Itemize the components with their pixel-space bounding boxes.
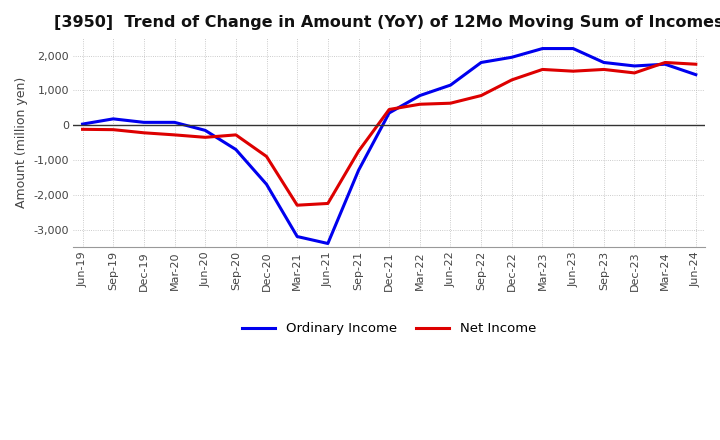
Net Income: [262, 154, 271, 159]
Ordinary Income: [293, 234, 302, 239]
Net Income: [600, 67, 608, 72]
Net Income: [354, 149, 363, 154]
Net Income: [661, 60, 670, 65]
Line: Ordinary Income: Ordinary Income: [83, 48, 696, 243]
Net Income: [170, 132, 179, 138]
Ordinary Income: [262, 182, 271, 187]
Ordinary Income: [477, 60, 485, 65]
Ordinary Income: [109, 116, 117, 121]
Ordinary Income: [385, 110, 394, 116]
Net Income: [232, 132, 240, 138]
Y-axis label: Amount (million yen): Amount (million yen): [15, 77, 28, 208]
Ordinary Income: [630, 63, 639, 69]
Net Income: [691, 62, 700, 67]
Ordinary Income: [232, 147, 240, 152]
Title: [3950]  Trend of Change in Amount (YoY) of 12Mo Moving Sum of Incomes: [3950] Trend of Change in Amount (YoY) o…: [55, 15, 720, 30]
Ordinary Income: [170, 120, 179, 125]
Net Income: [446, 101, 455, 106]
Net Income: [109, 127, 117, 132]
Net Income: [538, 67, 546, 72]
Ordinary Income: [691, 72, 700, 77]
Ordinary Income: [508, 55, 516, 60]
Ordinary Income: [323, 241, 332, 246]
Ordinary Income: [600, 60, 608, 65]
Ordinary Income: [569, 46, 577, 51]
Ordinary Income: [538, 46, 546, 51]
Ordinary Income: [140, 120, 148, 125]
Net Income: [323, 201, 332, 206]
Ordinary Income: [354, 168, 363, 173]
Ordinary Income: [201, 128, 210, 133]
Net Income: [78, 127, 87, 132]
Net Income: [508, 77, 516, 83]
Ordinary Income: [78, 121, 87, 127]
Net Income: [201, 135, 210, 140]
Net Income: [140, 130, 148, 136]
Ordinary Income: [661, 62, 670, 67]
Line: Net Income: Net Income: [83, 62, 696, 205]
Legend: Ordinary Income, Net Income: Ordinary Income, Net Income: [237, 317, 541, 341]
Net Income: [293, 202, 302, 208]
Net Income: [415, 102, 424, 107]
Net Income: [569, 69, 577, 74]
Net Income: [630, 70, 639, 76]
Net Income: [477, 93, 485, 98]
Ordinary Income: [415, 93, 424, 98]
Ordinary Income: [446, 82, 455, 88]
Net Income: [385, 107, 394, 112]
